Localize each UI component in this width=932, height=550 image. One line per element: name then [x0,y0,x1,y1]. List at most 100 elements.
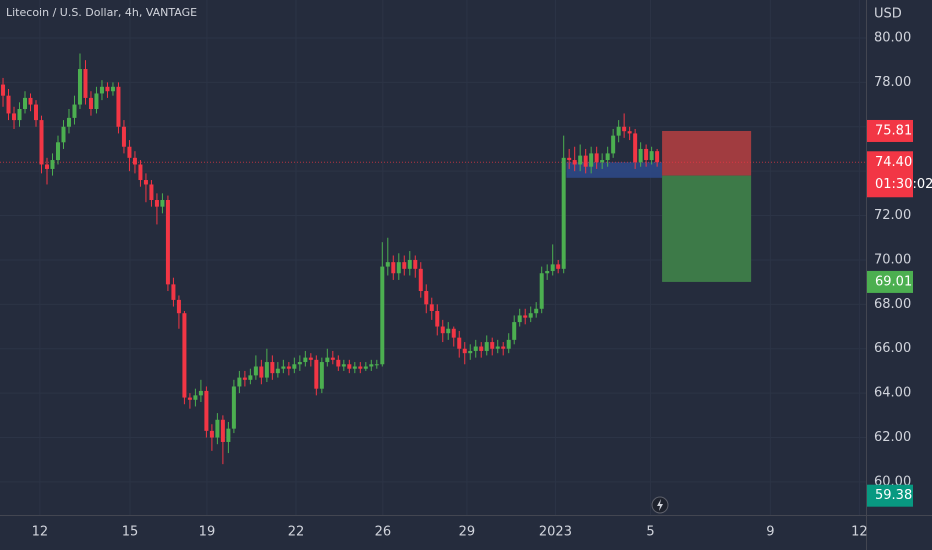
candle-body [352,366,357,369]
candle-body [143,180,148,185]
candle-body [644,148,649,161]
candle-body [325,357,330,363]
price-label: 74.40 [875,155,912,170]
candle-body [594,153,599,163]
price-label-box [867,270,913,293]
candle-body [363,366,368,369]
candle-body [116,86,121,127]
candle-body [473,346,478,351]
candle-body [611,135,616,154]
currency: USD [874,7,902,22]
candle-body [627,131,632,134]
candle-body [182,313,187,398]
candle-body [253,366,258,376]
candle-body [605,153,610,161]
candle-body [160,200,165,207]
candle-body [77,69,82,105]
candle-body [589,153,594,167]
candle-body [66,117,71,127]
event-icon-bolt [657,499,663,511]
candle-body [380,266,385,365]
candle-body [633,133,638,163]
candle-body [17,108,22,121]
candle-body [462,348,467,354]
candle-body [105,86,110,92]
candle-body [204,390,209,431]
candle-body [638,148,643,163]
candle-body [402,262,407,269]
price-label-box [867,484,913,507]
candle-body [292,364,297,369]
candle-body [616,126,621,136]
stop-zone [662,130,752,176]
candle-body [435,310,440,327]
candle-body [440,326,445,334]
x-tick-label: 12 [851,525,868,540]
x-tick-label: 19 [199,525,216,540]
candle-body [517,315,522,323]
candle-body [418,268,423,292]
candle-body [286,366,291,369]
candle-body [567,157,572,161]
candle-body [171,284,176,300]
candle-body [132,157,137,165]
candle-body [297,362,302,365]
candle-body [407,259,412,269]
candle-body [127,146,132,158]
price-label-box [867,151,913,198]
candle-body [83,69,88,98]
candle-body [534,308,539,314]
candle-body [55,142,60,161]
candle-body [264,362,269,378]
candle-body [39,120,44,165]
candle-body [572,160,577,165]
candle-body [303,357,308,363]
candle-body [561,157,566,269]
candle-body [231,386,236,429]
candle-body [308,357,313,360]
candle-body [12,113,17,121]
x-tick-label: 26 [375,525,392,540]
y-tick-label: 78.00 [874,75,911,90]
candle-body [110,86,115,92]
target-zone [662,175,752,282]
candle-body [176,299,181,314]
candle-body [121,126,126,147]
candle-body [94,93,99,109]
candle-body [149,184,154,201]
x-tick-label: 5 [646,525,654,540]
x-tick-label: 9 [766,525,774,540]
candle-body [523,315,528,318]
y-tick-label: 72.00 [874,208,911,223]
candle-body [358,366,363,369]
x-tick-label: 29 [459,525,476,540]
candle-body [600,160,605,163]
y-tick-label: 66.00 [874,341,911,356]
candle-body [99,86,104,94]
candle-body [88,97,93,109]
candle-body [275,368,280,374]
plot [0,53,866,465]
candle-body [336,359,341,367]
candle-body [583,155,588,167]
candle-body [6,95,11,114]
y-tick-label: 68.00 [874,297,911,312]
candle-body [154,200,159,207]
candle-body [61,126,66,143]
candle-body [374,364,379,366]
candle-body [512,322,517,340]
candle-body [50,160,55,169]
x-tick-label: 22 [288,525,305,540]
chart-title: Litecoin / U.S. Dollar, 4h, VANTAGE [6,6,197,19]
y-tick-label: 80.00 [874,30,911,45]
candle-body [528,313,533,318]
candle-body [655,151,660,163]
candle-body [187,397,192,400]
candle-body [550,264,555,272]
candle-body [495,346,500,349]
candle-body [429,304,434,311]
candle-body [330,357,335,360]
candle-body [34,104,39,121]
candle-body [556,264,561,269]
x-tick-label: 12 [32,525,49,540]
